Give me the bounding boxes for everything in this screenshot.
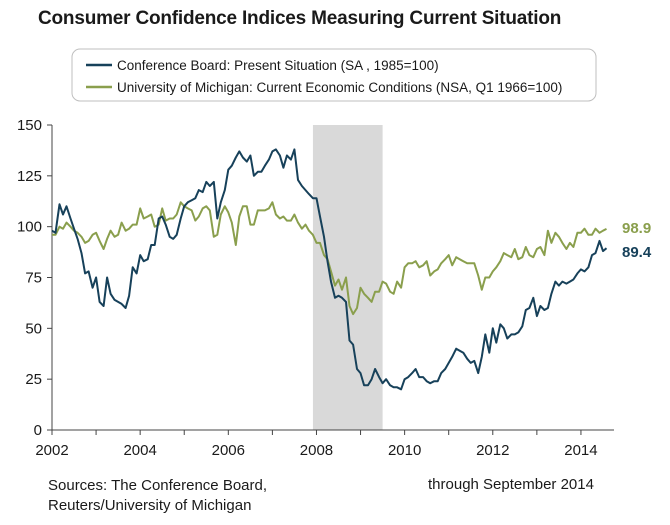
end-label-conference-board: 89.4 [622,244,652,261]
axis-layer: 0 25 50 75 100 125 150 2002 2004 2006 2008 2010 2012… [17,117,614,459]
legend: Conference Board: Present Situation (SA … [71,48,597,102]
through-date-note: through September 2014 [428,476,594,493]
x-tick-label: 2012 [476,442,509,459]
legend-label: University of Michigan: Current Economic… [117,80,562,95]
sources-line-2: Reuters/University of Michigan [48,497,252,514]
x-tick-label: 2008 [300,442,333,459]
end-label-university-of-michigan: 98.9 [622,220,651,237]
x-tick-label: 2014 [564,442,597,459]
series-line-conference-board [51,148,608,391]
recession-shade [312,125,383,430]
y-tick-label: 50 [25,320,42,337]
sources-line-1: Sources: The Conference Board, [48,477,268,494]
y-tick-label: 125 [17,168,42,185]
y-tick-label: 100 [17,219,42,236]
y-tick-label: 25 [25,371,42,388]
y-tick-label: 75 [25,270,42,287]
x-tick-label: 2010 [388,442,421,459]
chart-title: Consumer Confidence Indices Measuring Cu… [38,8,562,29]
y-tick-label: 0 [34,422,42,439]
sources-note: Sources: The Conference Board, Reuters/U… [48,476,267,516]
legend-label: Conference Board: Present Situation (SA … [117,58,439,73]
recession-shade-layer [312,125,383,430]
series-line-university-of-michigan [52,201,607,316]
x-tick-label: 2004 [123,442,156,459]
end-label-layer: 89.4 98.9 [622,220,652,261]
legend-box [71,48,597,102]
x-tick-label: 2002 [35,442,68,459]
x-tick-label: 2006 [212,442,245,459]
y-tick-label: 150 [17,117,42,134]
series-layer [51,148,608,391]
